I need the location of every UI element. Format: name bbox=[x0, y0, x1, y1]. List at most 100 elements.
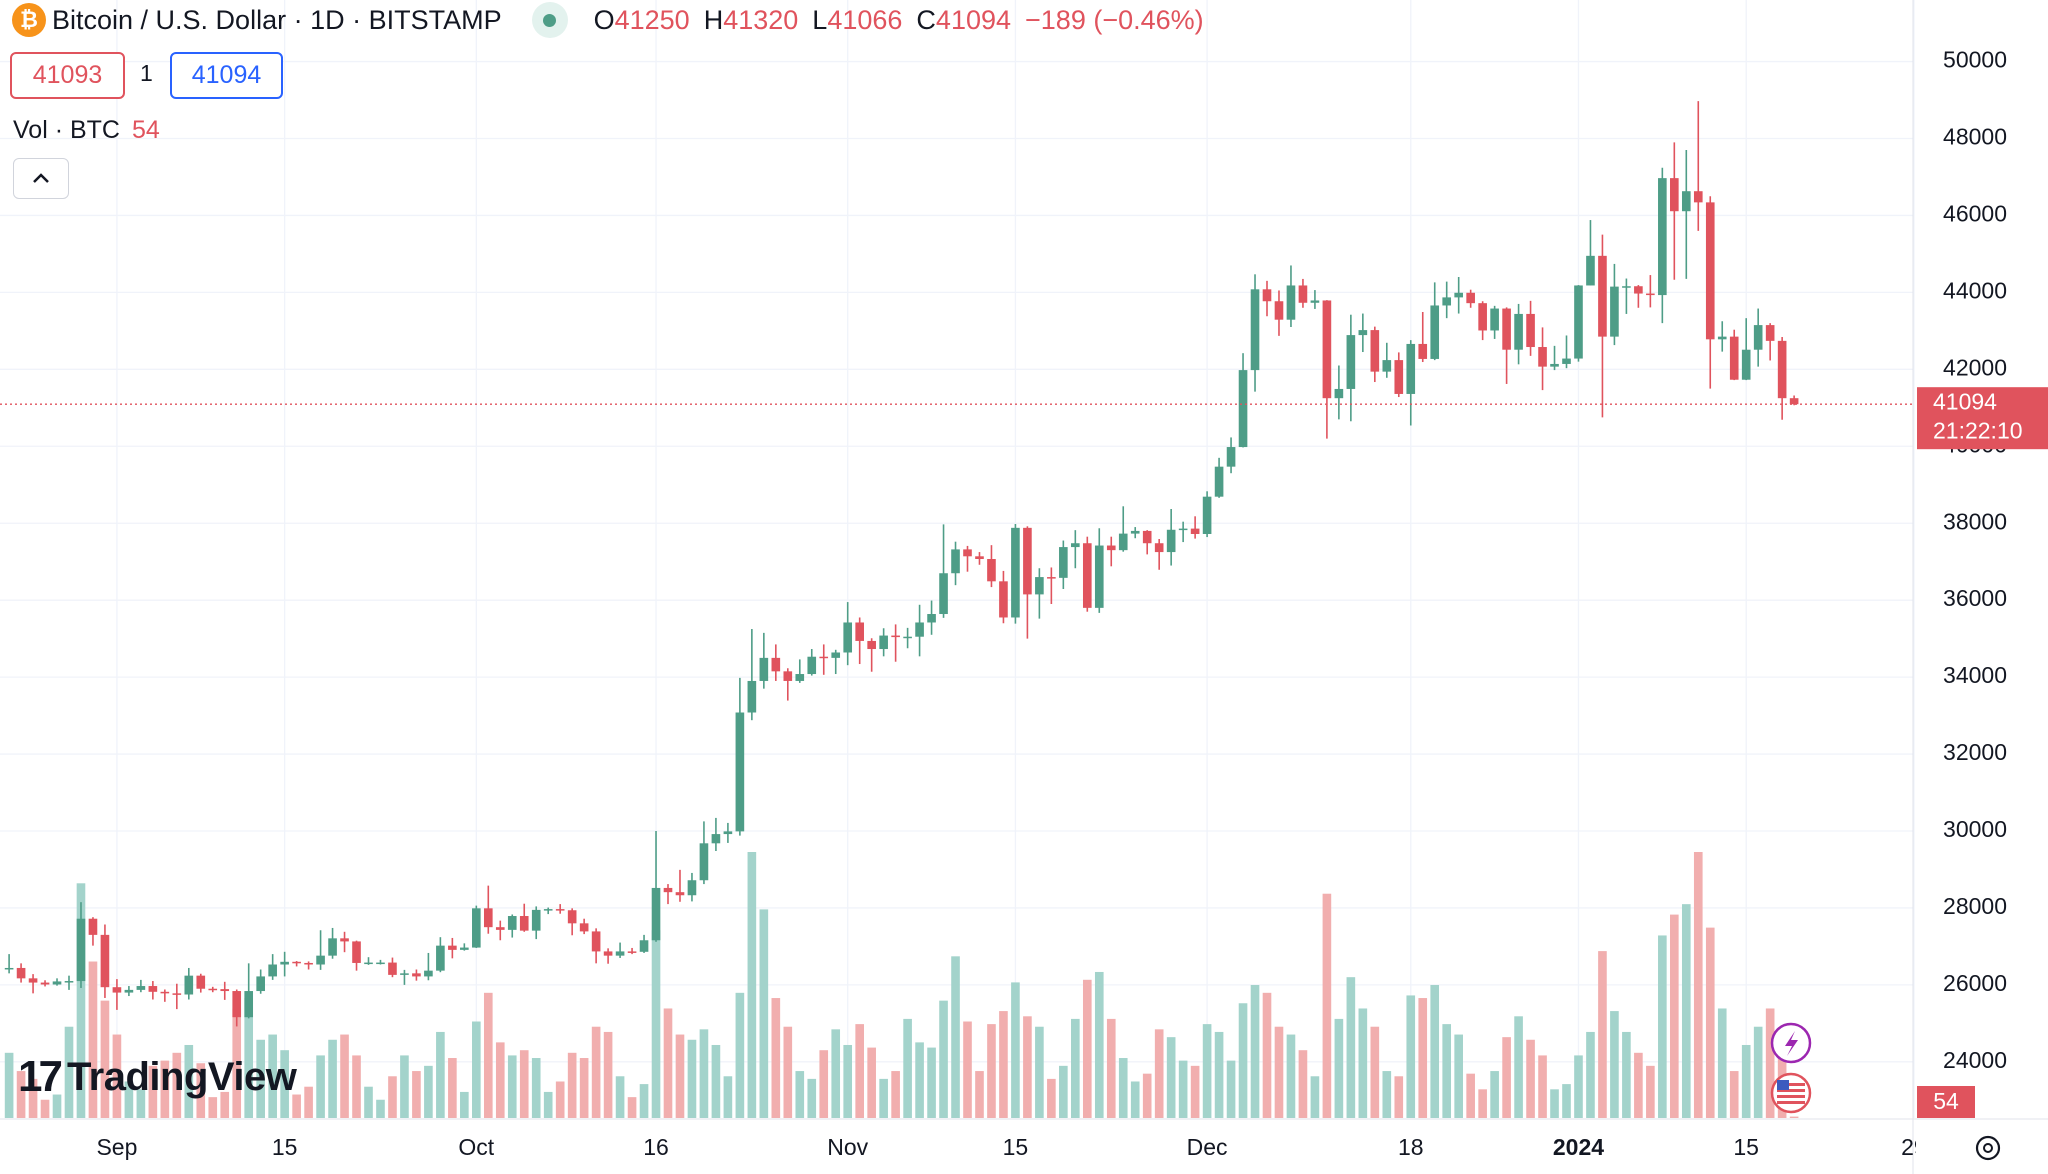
candle-body bbox=[1586, 255, 1595, 286]
candle-body bbox=[268, 964, 277, 977]
candle-body bbox=[40, 982, 50, 985]
volume-bar bbox=[460, 1091, 469, 1118]
candle-body bbox=[1454, 292, 1463, 298]
volume-bar bbox=[316, 1055, 325, 1118]
candle-body bbox=[495, 927, 505, 930]
candle-body bbox=[507, 916, 517, 930]
candle-body bbox=[735, 712, 745, 832]
market-status[interactable] bbox=[531, 2, 568, 38]
volume-bar bbox=[1741, 1044, 1751, 1118]
volume-bar bbox=[148, 1065, 158, 1118]
brand-logo[interactable]: 17 TradingView bbox=[18, 1052, 297, 1101]
buy-button[interactable]: 41094 bbox=[170, 52, 283, 99]
candle-body bbox=[519, 916, 529, 931]
volume-bar bbox=[711, 1044, 721, 1118]
candle-body bbox=[460, 947, 469, 950]
candle-body bbox=[1753, 325, 1763, 350]
coin-icon: ₿ bbox=[12, 3, 46, 37]
candle-body bbox=[1741, 349, 1751, 380]
candle-body bbox=[891, 635, 900, 638]
volume-bar bbox=[1130, 1081, 1140, 1118]
x-tick-label: Oct bbox=[458, 1134, 494, 1160]
volume-bar bbox=[963, 1021, 972, 1118]
volume-bar bbox=[172, 1052, 182, 1118]
candle-body bbox=[567, 910, 577, 924]
candle-body bbox=[1789, 398, 1799, 405]
sell-button[interactable]: 41093 bbox=[10, 52, 125, 99]
volume-bar bbox=[232, 1008, 242, 1118]
candle-body bbox=[448, 945, 457, 950]
volume-bar bbox=[16, 1071, 26, 1118]
volume-bar bbox=[1717, 1008, 1727, 1118]
volume-bar bbox=[687, 1039, 697, 1118]
ohlc-value: 41066 bbox=[827, 4, 903, 35]
candle-body bbox=[1035, 577, 1044, 595]
candle-body bbox=[1598, 255, 1607, 337]
y-tick-label: 30000 bbox=[1943, 816, 2007, 842]
candle-body bbox=[699, 843, 709, 881]
volume-bar bbox=[244, 998, 254, 1118]
volume-bar bbox=[1526, 1039, 1535, 1118]
candle-body bbox=[915, 622, 924, 637]
candle-body bbox=[951, 549, 960, 574]
volume-bar bbox=[352, 1055, 361, 1118]
candle-body bbox=[939, 573, 948, 615]
price-change: −189 (−0.46%) bbox=[1025, 4, 1204, 35]
volume-bar bbox=[1094, 971, 1104, 1118]
volume-bar bbox=[591, 1026, 601, 1118]
candle-body bbox=[603, 951, 613, 956]
volume-bar bbox=[1622, 1031, 1631, 1118]
volume-bar bbox=[843, 1044, 853, 1118]
volume-bar bbox=[1142, 1073, 1152, 1118]
volume-bar bbox=[1693, 852, 1703, 1118]
volume-bar bbox=[1011, 982, 1020, 1118]
volume-bar bbox=[495, 1042, 505, 1118]
volume-bar bbox=[1729, 1071, 1739, 1118]
symbol-title[interactable]: Bitcoin / U.S. Dollar · 1D · BITSTAMP bbox=[52, 4, 502, 35]
volume-bar bbox=[987, 1024, 996, 1118]
volume-bar bbox=[184, 1044, 194, 1118]
ohlc-value: 41250 bbox=[614, 4, 690, 35]
candle-body bbox=[280, 961, 289, 965]
volume-bar bbox=[1382, 1071, 1392, 1118]
candle-body bbox=[472, 908, 481, 948]
y-tick-label: 48000 bbox=[1943, 124, 2007, 150]
candle-body bbox=[28, 978, 38, 983]
candle-body bbox=[1190, 528, 1200, 534]
volume-bar bbox=[448, 1058, 457, 1118]
candle-body bbox=[1238, 370, 1248, 448]
volume-bar bbox=[1358, 1008, 1368, 1118]
candle-body bbox=[1358, 330, 1368, 336]
candle-body bbox=[999, 581, 1008, 618]
candle-body bbox=[340, 938, 349, 942]
ohlc-high: H41320 bbox=[704, 5, 799, 36]
legend-header: ₿ Bitcoin / U.S. Dollar · 1D · BITSTAMP … bbox=[0, 0, 1204, 40]
collapse-button[interactable] bbox=[13, 158, 69, 199]
candle-body bbox=[1622, 286, 1631, 288]
volume-bar bbox=[196, 1063, 206, 1118]
candle-body bbox=[1166, 529, 1176, 553]
candle-body bbox=[1406, 343, 1416, 394]
candle-body bbox=[328, 938, 337, 956]
volume-bar bbox=[927, 1047, 936, 1118]
volume-bar bbox=[1610, 1011, 1619, 1118]
flag-stripe bbox=[1777, 1095, 1805, 1098]
candle-body bbox=[100, 934, 110, 988]
volume-bar bbox=[951, 956, 960, 1118]
volume-bar bbox=[1681, 904, 1691, 1118]
candle-body bbox=[1693, 191, 1703, 203]
volume-bar bbox=[735, 992, 745, 1118]
candle-body bbox=[1106, 545, 1116, 551]
volume-bar bbox=[376, 1099, 385, 1118]
settings-icon[interactable] bbox=[1975, 1135, 2001, 1161]
candle-body bbox=[795, 674, 805, 681]
candle-body bbox=[220, 989, 230, 992]
flag-icon[interactable] bbox=[1770, 1072, 1812, 1114]
volume-bar bbox=[1346, 977, 1356, 1118]
candle-body bbox=[1681, 191, 1691, 212]
volume-bar bbox=[256, 1039, 265, 1118]
volume-bar bbox=[124, 1081, 134, 1118]
candle-body bbox=[172, 993, 182, 995]
y-tick-label: 50000 bbox=[1943, 47, 2007, 73]
